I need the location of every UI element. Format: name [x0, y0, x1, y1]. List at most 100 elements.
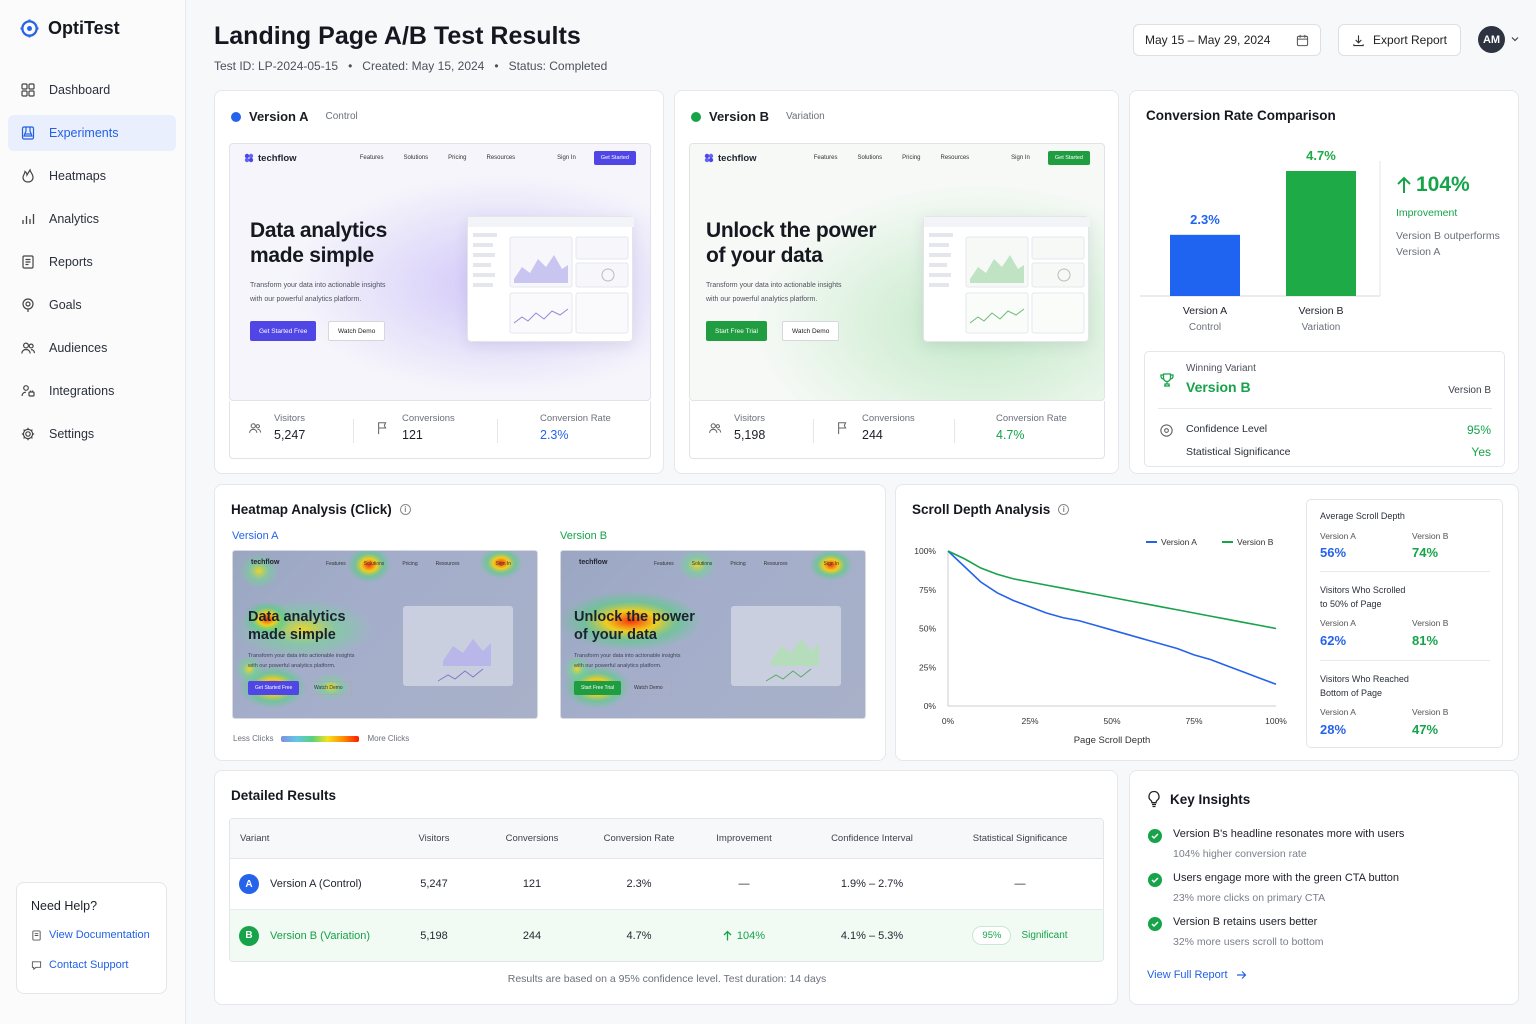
- app-name: OptiTest: [48, 18, 120, 38]
- headline-line: made simple: [250, 244, 374, 267]
- stat-divider: [813, 419, 814, 443]
- sidebar-item-reports[interactable]: Reports: [8, 244, 176, 280]
- app-logo[interactable]: OptiTest: [20, 18, 120, 39]
- view-full-report-link[interactable]: View Full Report: [1147, 969, 1247, 981]
- series-line-version-b[interactable]: [947, 550, 1277, 630]
- brand-logo-icon: [244, 153, 254, 163]
- heatmap-nav: Features Solutions Pricing Resources Sign In: [654, 561, 839, 567]
- info-icon[interactable]: i: [399, 504, 411, 515]
- sidebar-item-audiences[interactable]: Audiences: [8, 330, 176, 366]
- sidebar-item-integrations[interactable]: Integrations: [8, 373, 176, 409]
- variant-cell: A Version A (Control): [230, 874, 390, 894]
- stat-version-a-label: Version A: [1320, 618, 1356, 628]
- detailed-results-card: Detailed Results Variant Visitors Conver…: [214, 770, 1118, 1005]
- variant-name: Version A (Control): [270, 878, 362, 890]
- table-row[interactable]: A Version A (Control) 5,247 121 2.3% — 1.…: [230, 859, 1103, 910]
- preview-nav-link: Features: [813, 155, 838, 161]
- bar-value-label: 2.3%: [1190, 212, 1220, 227]
- card-title: Detailed Results: [231, 788, 337, 803]
- scroll-title: Scroll Depth Analysis: [912, 502, 1051, 517]
- heatmap-version-b[interactable]: techflow Features Solutions Pricing Resourc…: [560, 550, 866, 719]
- preview-subtext: Transform your data into actionable insi…: [250, 279, 430, 306]
- view-documentation-link[interactable]: View Documentation: [31, 929, 152, 941]
- preview-nav-link: Features: [359, 155, 384, 161]
- significance-pill: 95%: [972, 926, 1012, 945]
- users-icon: [21, 342, 35, 354]
- bottom-scroll-label: Visitors Who Reached Bottom of Page: [1320, 673, 1409, 700]
- user-avatar[interactable]: AM: [1478, 26, 1505, 53]
- stat-label: Visitors: [274, 413, 305, 424]
- heatmap-secondary-button: Watch Demo: [625, 681, 672, 695]
- stat-version-a-label: Version A: [1320, 707, 1356, 717]
- note-line: Version B outperforms: [1396, 230, 1500, 242]
- sidebar-item-experiments[interactable]: Experiments: [8, 115, 176, 151]
- sidebar-item-label: Integrations: [49, 384, 115, 398]
- insight-title: Version B's headline resonates more with…: [1173, 828, 1405, 840]
- improvement-note: Version B outperforms Version A: [1396, 228, 1500, 260]
- download-icon: [1353, 34, 1364, 46]
- insights-title: Key Insights: [1170, 791, 1251, 807]
- contact-support-link[interactable]: Contact Support: [31, 959, 152, 971]
- target-icon: [22, 298, 34, 312]
- x-axis-label: Page Scroll Depth: [1074, 735, 1151, 746]
- sidebar: OptiTest Dashboard Experiments Heatmaps …: [0, 0, 186, 1024]
- brand-logo-icon: [704, 153, 714, 163]
- test-created: Created: May 15, 2024: [362, 59, 485, 73]
- bar-role-label: Variation: [1302, 322, 1341, 333]
- sidebar-item-settings[interactable]: Settings: [8, 416, 176, 452]
- heatmap-version-a[interactable]: techflow Features Solutions Pricing Resourc…: [232, 550, 538, 719]
- heatmap-subtext: Transform your data into actionable insi…: [248, 651, 355, 671]
- label-line: Bottom of Page: [1320, 687, 1383, 698]
- chevron-down-icon[interactable]: [1510, 34, 1520, 44]
- series-line-version-a[interactable]: [947, 550, 1277, 686]
- sidebar-item-goals[interactable]: Goals: [8, 287, 176, 323]
- landing-page-preview[interactable]: techflow Features Solutions Pricing Reso…: [689, 143, 1105, 401]
- x-tick-label: 25%: [1021, 716, 1038, 726]
- heatmap-brand: techflow: [579, 559, 608, 566]
- sidebar-item-heatmaps[interactable]: Heatmaps: [8, 158, 176, 194]
- heatmap-nav-link: Resources: [435, 561, 460, 567]
- sidebar-item-label: Goals: [49, 298, 82, 312]
- winning-label: Winning Variant: [1186, 363, 1256, 374]
- ci-cell: 1.9% – 2.7%: [840, 878, 904, 890]
- bar-version-b[interactable]: [1286, 171, 1356, 296]
- date-range-picker[interactable]: May 15 – May 29, 2024: [1133, 24, 1321, 56]
- results-footnote: Results are based on a 95% confidence le…: [507, 973, 827, 985]
- preview-nav-link: Pricing: [448, 155, 467, 161]
- preview-nav-link: Pricing: [902, 155, 921, 161]
- bar-version-a[interactable]: [1170, 234, 1240, 296]
- headline-line: of your data: [574, 627, 657, 643]
- x-tick-label: 100%: [1265, 716, 1287, 726]
- x-tick-label: 75%: [1185, 716, 1202, 726]
- stat-label: Conversions: [402, 413, 455, 424]
- heatmap-nav-link: Sign In: [495, 561, 512, 567]
- preview-headline: Unlock the power of your data: [706, 218, 906, 268]
- bottom-scroll-a: 28%: [1320, 722, 1347, 737]
- column-header: Visitors: [418, 833, 450, 844]
- significance-text: Significant: [1021, 930, 1068, 941]
- variant-badge-a: A: [239, 874, 259, 894]
- table-row[interactable]: B Version B (Variation) 5,198 244 4.7% 10…: [230, 910, 1103, 961]
- stat-divider: [353, 419, 354, 443]
- sidebar-item-label: Settings: [49, 427, 95, 441]
- plug-icon: [21, 385, 35, 397]
- landing-page-preview[interactable]: techflow Features Solutions Pricing Reso…: [229, 143, 651, 401]
- legend-more: More Clicks: [367, 734, 410, 743]
- insight-title: Version B retains users better: [1173, 916, 1318, 928]
- sidebar-item-dashboard[interactable]: Dashboard: [8, 72, 176, 108]
- ci-cell: 4.1% – 5.3%: [840, 929, 904, 942]
- label-line: to 50% of Page: [1320, 598, 1382, 609]
- significance-cell: 95% Significant: [948, 926, 1092, 945]
- arrow-right-icon: [1236, 971, 1246, 979]
- gear-icon: [21, 427, 35, 441]
- info-icon[interactable]: i: [1058, 504, 1070, 515]
- conversion-bar-chart: 2.3% Version A Control 4.7% Version B Variati…: [1140, 148, 1381, 333]
- export-report-button[interactable]: Export Report: [1338, 24, 1461, 56]
- preview-nav: techflow Features Solutions Pricing Reso…: [230, 144, 650, 172]
- insight-title: Users engage more with the green CTA but…: [1173, 872, 1400, 884]
- calendar-icon: [1296, 34, 1309, 46]
- sidebar-item-analytics[interactable]: Analytics: [8, 201, 176, 237]
- users-icon: [709, 422, 722, 433]
- conversion-rate-stat: Conversion Rate 2.3%: [540, 413, 611, 442]
- version-color-dot: [691, 111, 701, 122]
